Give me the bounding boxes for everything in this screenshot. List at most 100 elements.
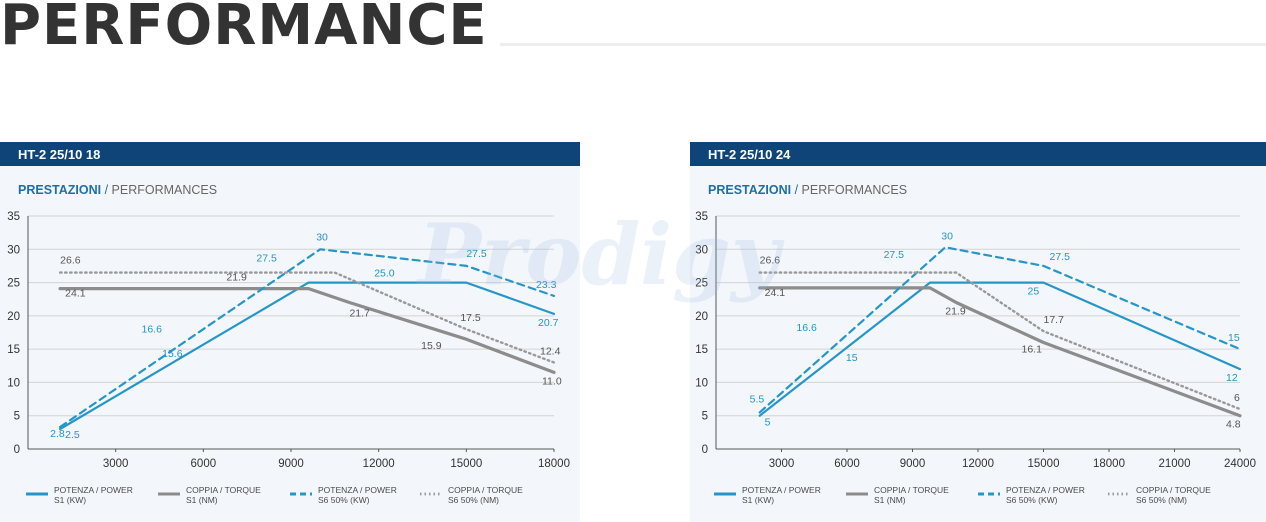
series-line-torque-solid xyxy=(758,286,1242,418)
legend-label: S1 (KW) xyxy=(54,495,86,505)
legend-label: COPPIA / TORQUE xyxy=(1136,485,1211,495)
data-label: 27.5 xyxy=(466,248,487,260)
panel-subtitle: PRESTAZIONI / PERFORMANCES xyxy=(18,183,217,197)
panel-header: HT-2 25/10 24 xyxy=(690,142,1266,166)
data-label: 26.6 xyxy=(60,255,81,267)
x-tick-label: 15000 xyxy=(1028,458,1060,470)
performance-chart: 0 5 10 15 20 25 30 35 3000 6000 9000 12000 15000 1800… xyxy=(695,211,1256,505)
legend-label: S1 (NM) xyxy=(186,495,218,505)
data-label: 16.6 xyxy=(142,323,163,335)
series-line-power-dashed xyxy=(58,248,556,429)
y-tick-label: 35 xyxy=(7,211,20,223)
data-label: 23.3 xyxy=(536,279,557,291)
data-label: 21.7 xyxy=(349,308,370,320)
x-tick-label: 3000 xyxy=(769,458,795,470)
x-tick-label: 12000 xyxy=(363,458,395,470)
panel-title: HT-2 25/10 18 xyxy=(18,147,101,162)
series-line-power-solid xyxy=(758,281,1242,417)
data-label: 21.9 xyxy=(226,272,247,284)
x-tick-label: 24000 xyxy=(1224,458,1256,470)
data-label: 16.1 xyxy=(1022,343,1043,355)
subtitle-separator: / xyxy=(101,183,112,197)
performance-chart: 0 5 10 15 20 25 30 35 3000 6000 9000 12000 15000 1800… xyxy=(7,211,570,505)
x-tick-label: 6000 xyxy=(834,458,860,470)
chart-panel-ht2-24: HT-2 25/10 24 PRESTAZIONI / PERFORMANCES… xyxy=(690,142,1266,522)
legend-label: S6 50% (KW) xyxy=(318,495,370,505)
subtitle-italian: PRESTAZIONI xyxy=(708,183,792,197)
legend-label: S1 (NM) xyxy=(874,495,906,505)
legend-label: COPPIA / TORQUE xyxy=(874,485,949,495)
data-label: 15.6 xyxy=(162,348,183,360)
legend-label: COPPIA / TORQUE xyxy=(448,485,523,495)
legend-label: POTENZA / POWER xyxy=(54,485,133,495)
y-tick-label: 15 xyxy=(695,344,708,356)
subtitle-english: PERFORMANCES xyxy=(111,183,218,197)
legend-label: S6 50% (NM) xyxy=(1136,495,1187,505)
subtitle-separator: / xyxy=(791,183,802,197)
y-tick-label: 5 xyxy=(14,411,20,423)
series-line-torque-dotted xyxy=(758,271,1242,411)
legend-label: POTENZA / POWER xyxy=(318,485,397,495)
y-tick-label: 0 xyxy=(14,444,20,456)
data-label: 30 xyxy=(316,231,328,243)
y-tick-label: 15 xyxy=(7,344,20,356)
data-label: 2.5 xyxy=(65,429,80,441)
chart-panel-ht2-18: HT-2 25/10 18 PRESTAZIONI / PERFORMANCES… xyxy=(0,142,580,522)
legend-label: POTENZA / POWER xyxy=(742,485,821,495)
data-label: 27.5 xyxy=(1050,251,1071,263)
series-line-power-dashed xyxy=(758,246,1242,414)
panel-header: HT-2 25/10 18 xyxy=(0,142,580,166)
y-tick-label: 30 xyxy=(7,244,20,256)
x-tick-label: 3000 xyxy=(103,458,129,470)
data-label: 15 xyxy=(846,352,858,364)
data-label: 17.5 xyxy=(460,312,481,324)
data-label: 12 xyxy=(1226,372,1238,384)
data-label: 30 xyxy=(941,230,953,242)
panel-title: HT-2 25/10 24 xyxy=(708,147,791,162)
y-tick-label: 35 xyxy=(695,211,708,223)
series-line-power-solid xyxy=(58,281,556,431)
data-label: 11.0 xyxy=(542,375,562,387)
subtitle-italian: PRESTAZIONI xyxy=(18,183,102,197)
y-tick-label: 25 xyxy=(7,278,20,290)
data-label: 6 xyxy=(1234,392,1240,404)
legend-label: S6 50% (KW) xyxy=(1006,495,1058,505)
y-tick-label: 10 xyxy=(7,377,20,389)
data-label: 20.7 xyxy=(538,317,559,329)
legend-label: COPPIA / TORQUE xyxy=(186,485,261,495)
y-tick-label: 30 xyxy=(695,244,708,256)
y-tick-label: 20 xyxy=(695,311,708,323)
legend-label: S6 50% (NM) xyxy=(448,495,499,505)
y-tick-label: 5 xyxy=(702,411,708,423)
legend-label: S1 (KW) xyxy=(742,495,774,505)
x-tick-label: 21000 xyxy=(1159,458,1191,470)
x-tick-label: 18000 xyxy=(1093,458,1125,470)
data-label: 24.1 xyxy=(765,287,786,299)
data-label: 5.5 xyxy=(750,393,765,405)
data-label: 24.1 xyxy=(65,288,86,300)
y-tick-label: 0 xyxy=(702,444,708,456)
data-label: 16.6 xyxy=(796,322,817,334)
data-label: 17.7 xyxy=(1044,314,1065,326)
x-tick-label: 12000 xyxy=(962,458,994,470)
x-tick-label: 18000 xyxy=(538,458,570,470)
y-tick-label: 10 xyxy=(695,377,708,389)
data-label: 15 xyxy=(1228,332,1240,344)
x-tick-label: 6000 xyxy=(191,458,217,470)
series-line-torque-dotted xyxy=(58,271,556,364)
data-label: 27.5 xyxy=(256,252,277,264)
title-divider xyxy=(500,43,1266,46)
subtitle-english: PERFORMANCES xyxy=(801,183,908,197)
data-label: 15.9 xyxy=(421,340,442,352)
series-line-torque-solid xyxy=(58,287,556,374)
data-label: 25.0 xyxy=(374,268,395,280)
y-tick-label: 25 xyxy=(695,278,708,290)
x-tick-label: 9000 xyxy=(278,458,304,470)
data-label: 27.5 xyxy=(884,249,905,261)
x-tick-label: 15000 xyxy=(450,458,482,470)
x-tick-label: 9000 xyxy=(900,458,926,470)
data-label: 21.9 xyxy=(945,306,966,318)
data-label: 4.8 xyxy=(1226,419,1241,431)
data-label: 12.4 xyxy=(540,345,561,357)
page-title: PERFORMANCE xyxy=(0,0,488,58)
